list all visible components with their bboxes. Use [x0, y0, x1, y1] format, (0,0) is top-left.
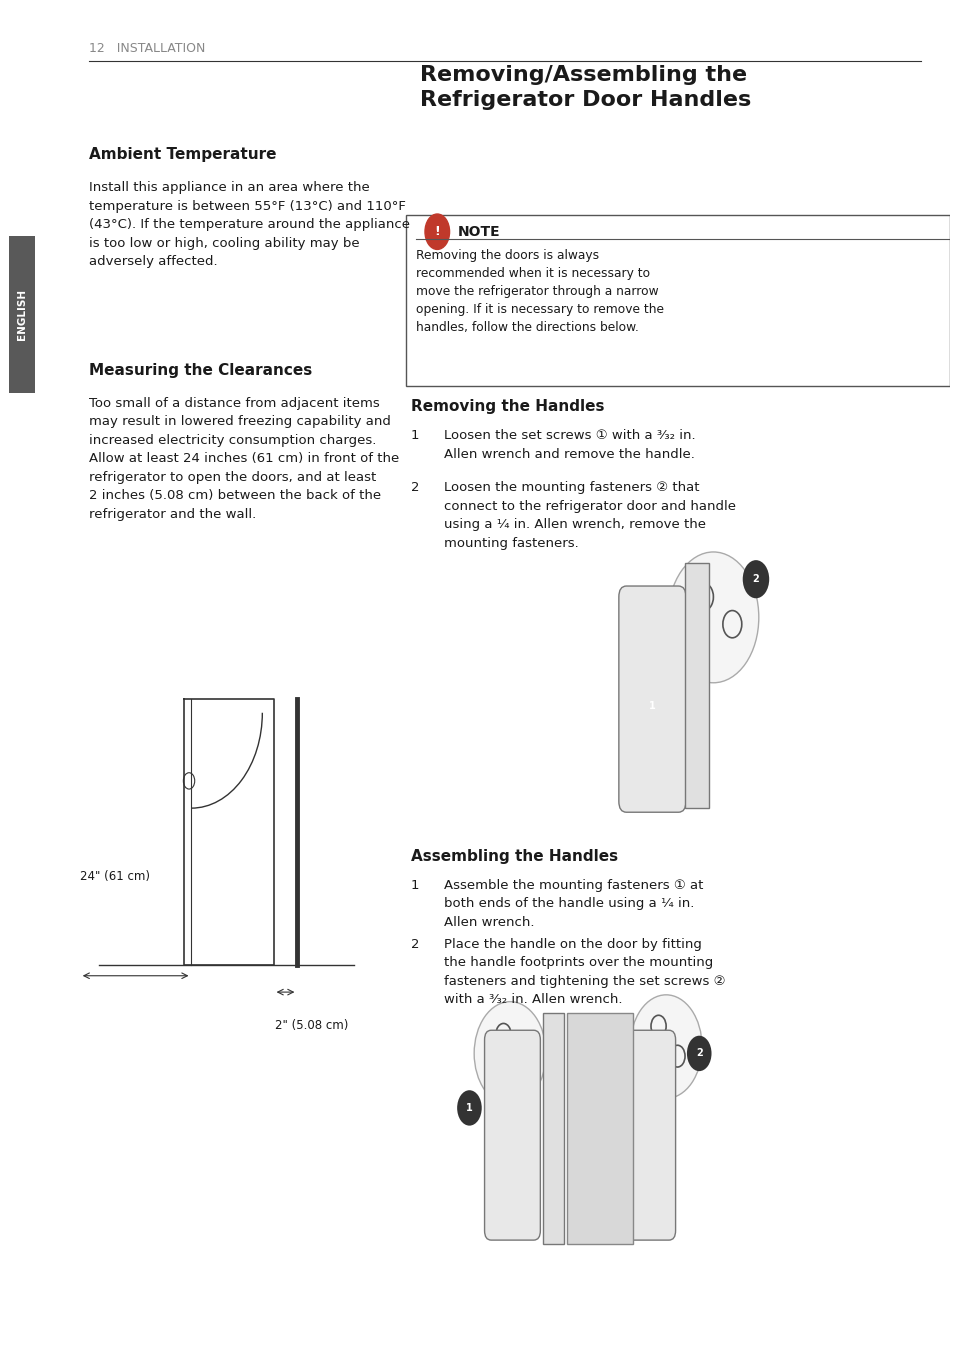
Circle shape	[424, 214, 449, 250]
Bar	[542, 1013, 563, 1245]
Text: 2" (5.08 cm): 2" (5.08 cm)	[274, 1020, 348, 1032]
Text: 1: 1	[466, 1102, 473, 1113]
Text: Assemble the mounting fasteners ① at
both ends of the handle using a ¹⁄₄ in.
All: Assemble the mounting fasteners ① at bot…	[443, 879, 702, 930]
Text: 2: 2	[695, 1049, 701, 1058]
Bar	[684, 563, 708, 808]
Circle shape	[686, 1035, 711, 1071]
Text: Measuring the Clearances: Measuring the Clearances	[90, 362, 313, 377]
Text: 2: 2	[411, 938, 419, 950]
Text: !: !	[434, 225, 439, 239]
Text: Install this appliance in an area where the
temperature is between 55°F (13°C) a: Install this appliance in an area where …	[90, 181, 410, 269]
Text: NOTE: NOTE	[457, 225, 500, 239]
Circle shape	[474, 1002, 545, 1105]
Text: Removing/Assembling the
Refrigerator Door Handles: Removing/Assembling the Refrigerator Doo…	[420, 66, 751, 110]
Circle shape	[742, 561, 768, 598]
Text: 24" (61 cm): 24" (61 cm)	[80, 869, 150, 883]
Text: 2: 2	[752, 574, 759, 584]
Text: Ambient Temperature: Ambient Temperature	[90, 147, 276, 162]
Text: 1: 1	[411, 429, 419, 443]
Text: Too small of a distance from adjacent items
may result in lowered freezing capab: Too small of a distance from adjacent it…	[90, 396, 399, 521]
Text: 2: 2	[411, 481, 419, 494]
Circle shape	[667, 553, 758, 683]
FancyBboxPatch shape	[626, 1030, 675, 1241]
FancyBboxPatch shape	[406, 215, 949, 385]
Circle shape	[456, 1090, 481, 1126]
Circle shape	[639, 687, 664, 725]
Text: Loosen the mounting fasteners ② that
connect to the refrigerator door and handle: Loosen the mounting fasteners ② that con…	[443, 481, 735, 550]
Text: Removing the doors is always
recommended when it is necessary to
move the refrig: Removing the doors is always recommended…	[416, 250, 663, 335]
Text: Assembling the Handles: Assembling the Handles	[411, 849, 618, 864]
Text: Loosen the set screws ① with a ³⁄₃₂ in.
Allen wrench and remove the handle.: Loosen the set screws ① with a ³⁄₃₂ in. …	[443, 429, 695, 461]
FancyBboxPatch shape	[618, 585, 685, 812]
Text: 1: 1	[648, 701, 655, 712]
Text: ENGLISH: ENGLISH	[17, 289, 27, 340]
Circle shape	[630, 995, 701, 1098]
FancyBboxPatch shape	[9, 236, 35, 392]
FancyBboxPatch shape	[484, 1030, 539, 1241]
Text: Place the handle on the door by fitting
the handle footprints over the mounting
: Place the handle on the door by fitting …	[443, 938, 724, 1006]
Bar	[566, 1013, 633, 1245]
Text: 12   INSTALLATION: 12 INSTALLATION	[90, 41, 206, 55]
Text: 1: 1	[411, 879, 419, 893]
Text: Removing the Handles: Removing the Handles	[411, 399, 603, 414]
